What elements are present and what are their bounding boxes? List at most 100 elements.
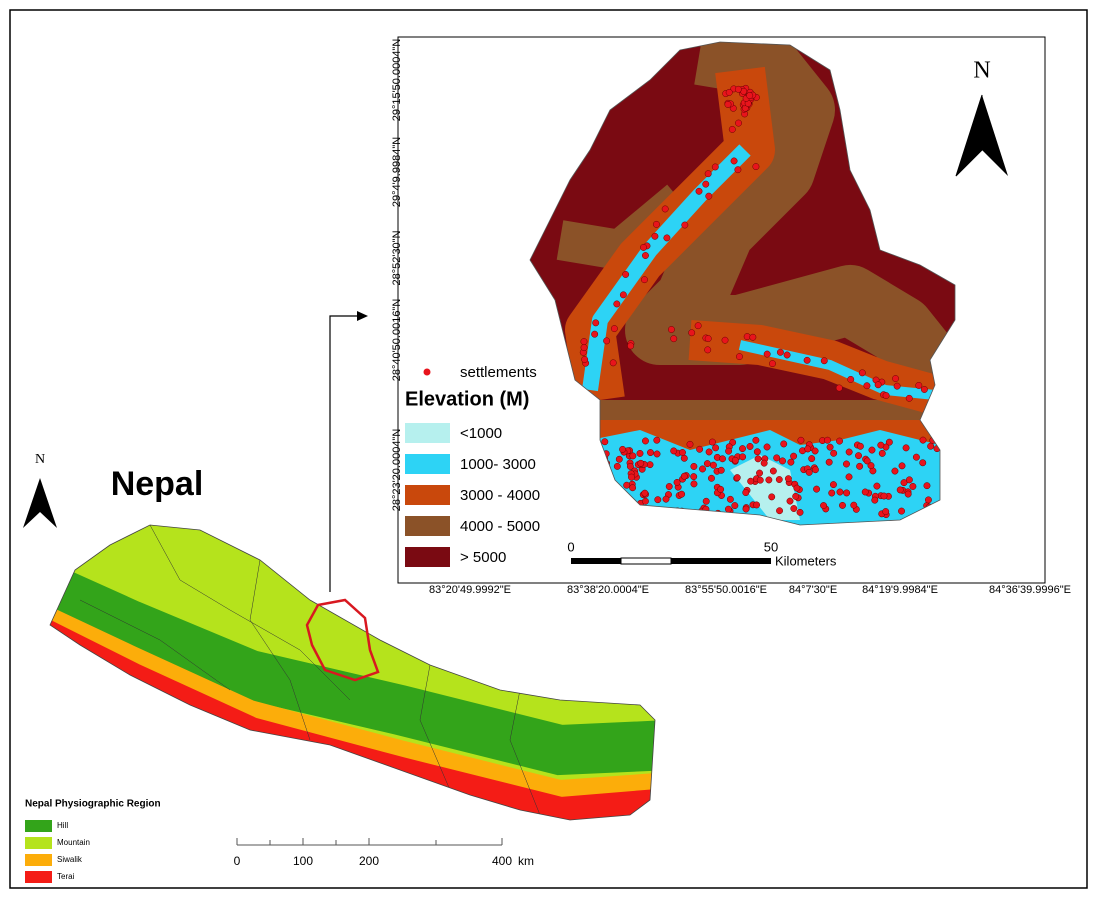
settlement xyxy=(747,477,755,485)
settlement xyxy=(825,458,833,466)
settlement xyxy=(636,449,644,457)
settlement xyxy=(662,495,670,503)
scale-unit: Kilometers xyxy=(775,553,837,568)
settlement xyxy=(719,455,726,463)
legend-swatch xyxy=(405,547,450,567)
settlement xyxy=(670,447,678,455)
settlement xyxy=(731,456,739,464)
settlement xyxy=(661,205,669,213)
north-arrow xyxy=(23,478,40,528)
settlement xyxy=(871,496,879,504)
settlement xyxy=(728,125,736,133)
settlement xyxy=(704,170,712,178)
settlement xyxy=(623,481,631,489)
settlement xyxy=(627,342,635,350)
settlement xyxy=(742,489,750,497)
settlement xyxy=(642,437,649,445)
settlement xyxy=(736,353,743,361)
settlement xyxy=(753,448,761,456)
settlement xyxy=(641,489,649,497)
settlement xyxy=(792,492,800,500)
settlement xyxy=(725,447,733,455)
settlement xyxy=(880,492,888,500)
settlement xyxy=(919,459,927,467)
settlement xyxy=(721,336,729,344)
settlement xyxy=(920,386,928,393)
settlement xyxy=(836,488,844,496)
longitude-label: 84°7'30"E xyxy=(789,584,837,596)
latitude-label: 28°52'30"N xyxy=(391,230,403,285)
scale-label: 400 xyxy=(492,854,512,868)
settlement xyxy=(769,360,776,368)
settlement xyxy=(699,465,706,473)
settlement xyxy=(678,490,686,498)
settlement xyxy=(665,483,673,490)
settlement xyxy=(603,337,611,345)
settlement xyxy=(663,234,671,242)
settlement xyxy=(681,221,689,229)
settlement xyxy=(619,291,627,299)
settlement xyxy=(756,469,763,477)
settlement xyxy=(629,452,637,460)
settlement xyxy=(763,443,771,451)
scale-bar xyxy=(671,558,771,564)
settlement xyxy=(882,392,890,400)
settlement xyxy=(688,329,696,337)
settlement xyxy=(863,382,871,390)
settlement xyxy=(828,489,836,497)
legend-label: > 5000 xyxy=(460,549,506,566)
settlement xyxy=(790,505,798,512)
settlement xyxy=(784,475,792,483)
settlement xyxy=(640,243,647,251)
scale-label: 200 xyxy=(359,854,379,868)
settlement xyxy=(839,501,846,509)
settlement xyxy=(680,454,688,462)
settlement xyxy=(667,326,675,333)
settlement xyxy=(919,436,927,444)
settlement xyxy=(711,163,719,171)
settlement xyxy=(900,479,908,487)
settlement xyxy=(733,474,741,482)
settlement xyxy=(746,92,754,100)
settlement xyxy=(793,484,801,492)
legend-swatch xyxy=(25,837,52,849)
settlement xyxy=(830,481,837,489)
elevation-map xyxy=(530,42,955,525)
longitude-label: 84°36'39.9996"E xyxy=(989,584,1071,596)
settlement xyxy=(601,438,609,446)
settlement xyxy=(646,461,654,469)
latitude-label: 28°40'50.0016"N xyxy=(391,299,403,382)
settlement xyxy=(743,333,751,341)
north-arrow xyxy=(955,94,983,177)
settlement xyxy=(580,344,588,352)
settlement xyxy=(786,497,794,505)
settlement xyxy=(845,473,853,481)
settlement xyxy=(836,437,843,445)
settlement xyxy=(863,457,871,465)
settlement xyxy=(826,443,834,451)
legend-label: settlements xyxy=(460,364,537,381)
settlement xyxy=(892,375,900,383)
settlement xyxy=(861,488,869,496)
settlement xyxy=(690,462,698,470)
settlement xyxy=(734,85,742,93)
scale-label: 0 xyxy=(567,539,574,554)
settlement xyxy=(709,461,717,469)
settlement xyxy=(712,444,720,452)
legend-label: Siwalik xyxy=(57,855,83,864)
north-arrow xyxy=(40,478,57,528)
legend-symbol xyxy=(423,368,431,376)
settlement xyxy=(898,462,906,470)
settlement xyxy=(905,476,913,484)
settlement xyxy=(843,460,850,468)
settlement xyxy=(769,467,777,475)
settlement xyxy=(680,472,688,480)
settlement xyxy=(654,496,662,504)
settlement xyxy=(749,333,757,341)
legend-swatch xyxy=(25,854,52,866)
scale-unit: km xyxy=(518,854,534,868)
settlement xyxy=(753,501,761,509)
legend-label: 1000- 3000 xyxy=(460,456,536,473)
settlement xyxy=(797,436,805,444)
